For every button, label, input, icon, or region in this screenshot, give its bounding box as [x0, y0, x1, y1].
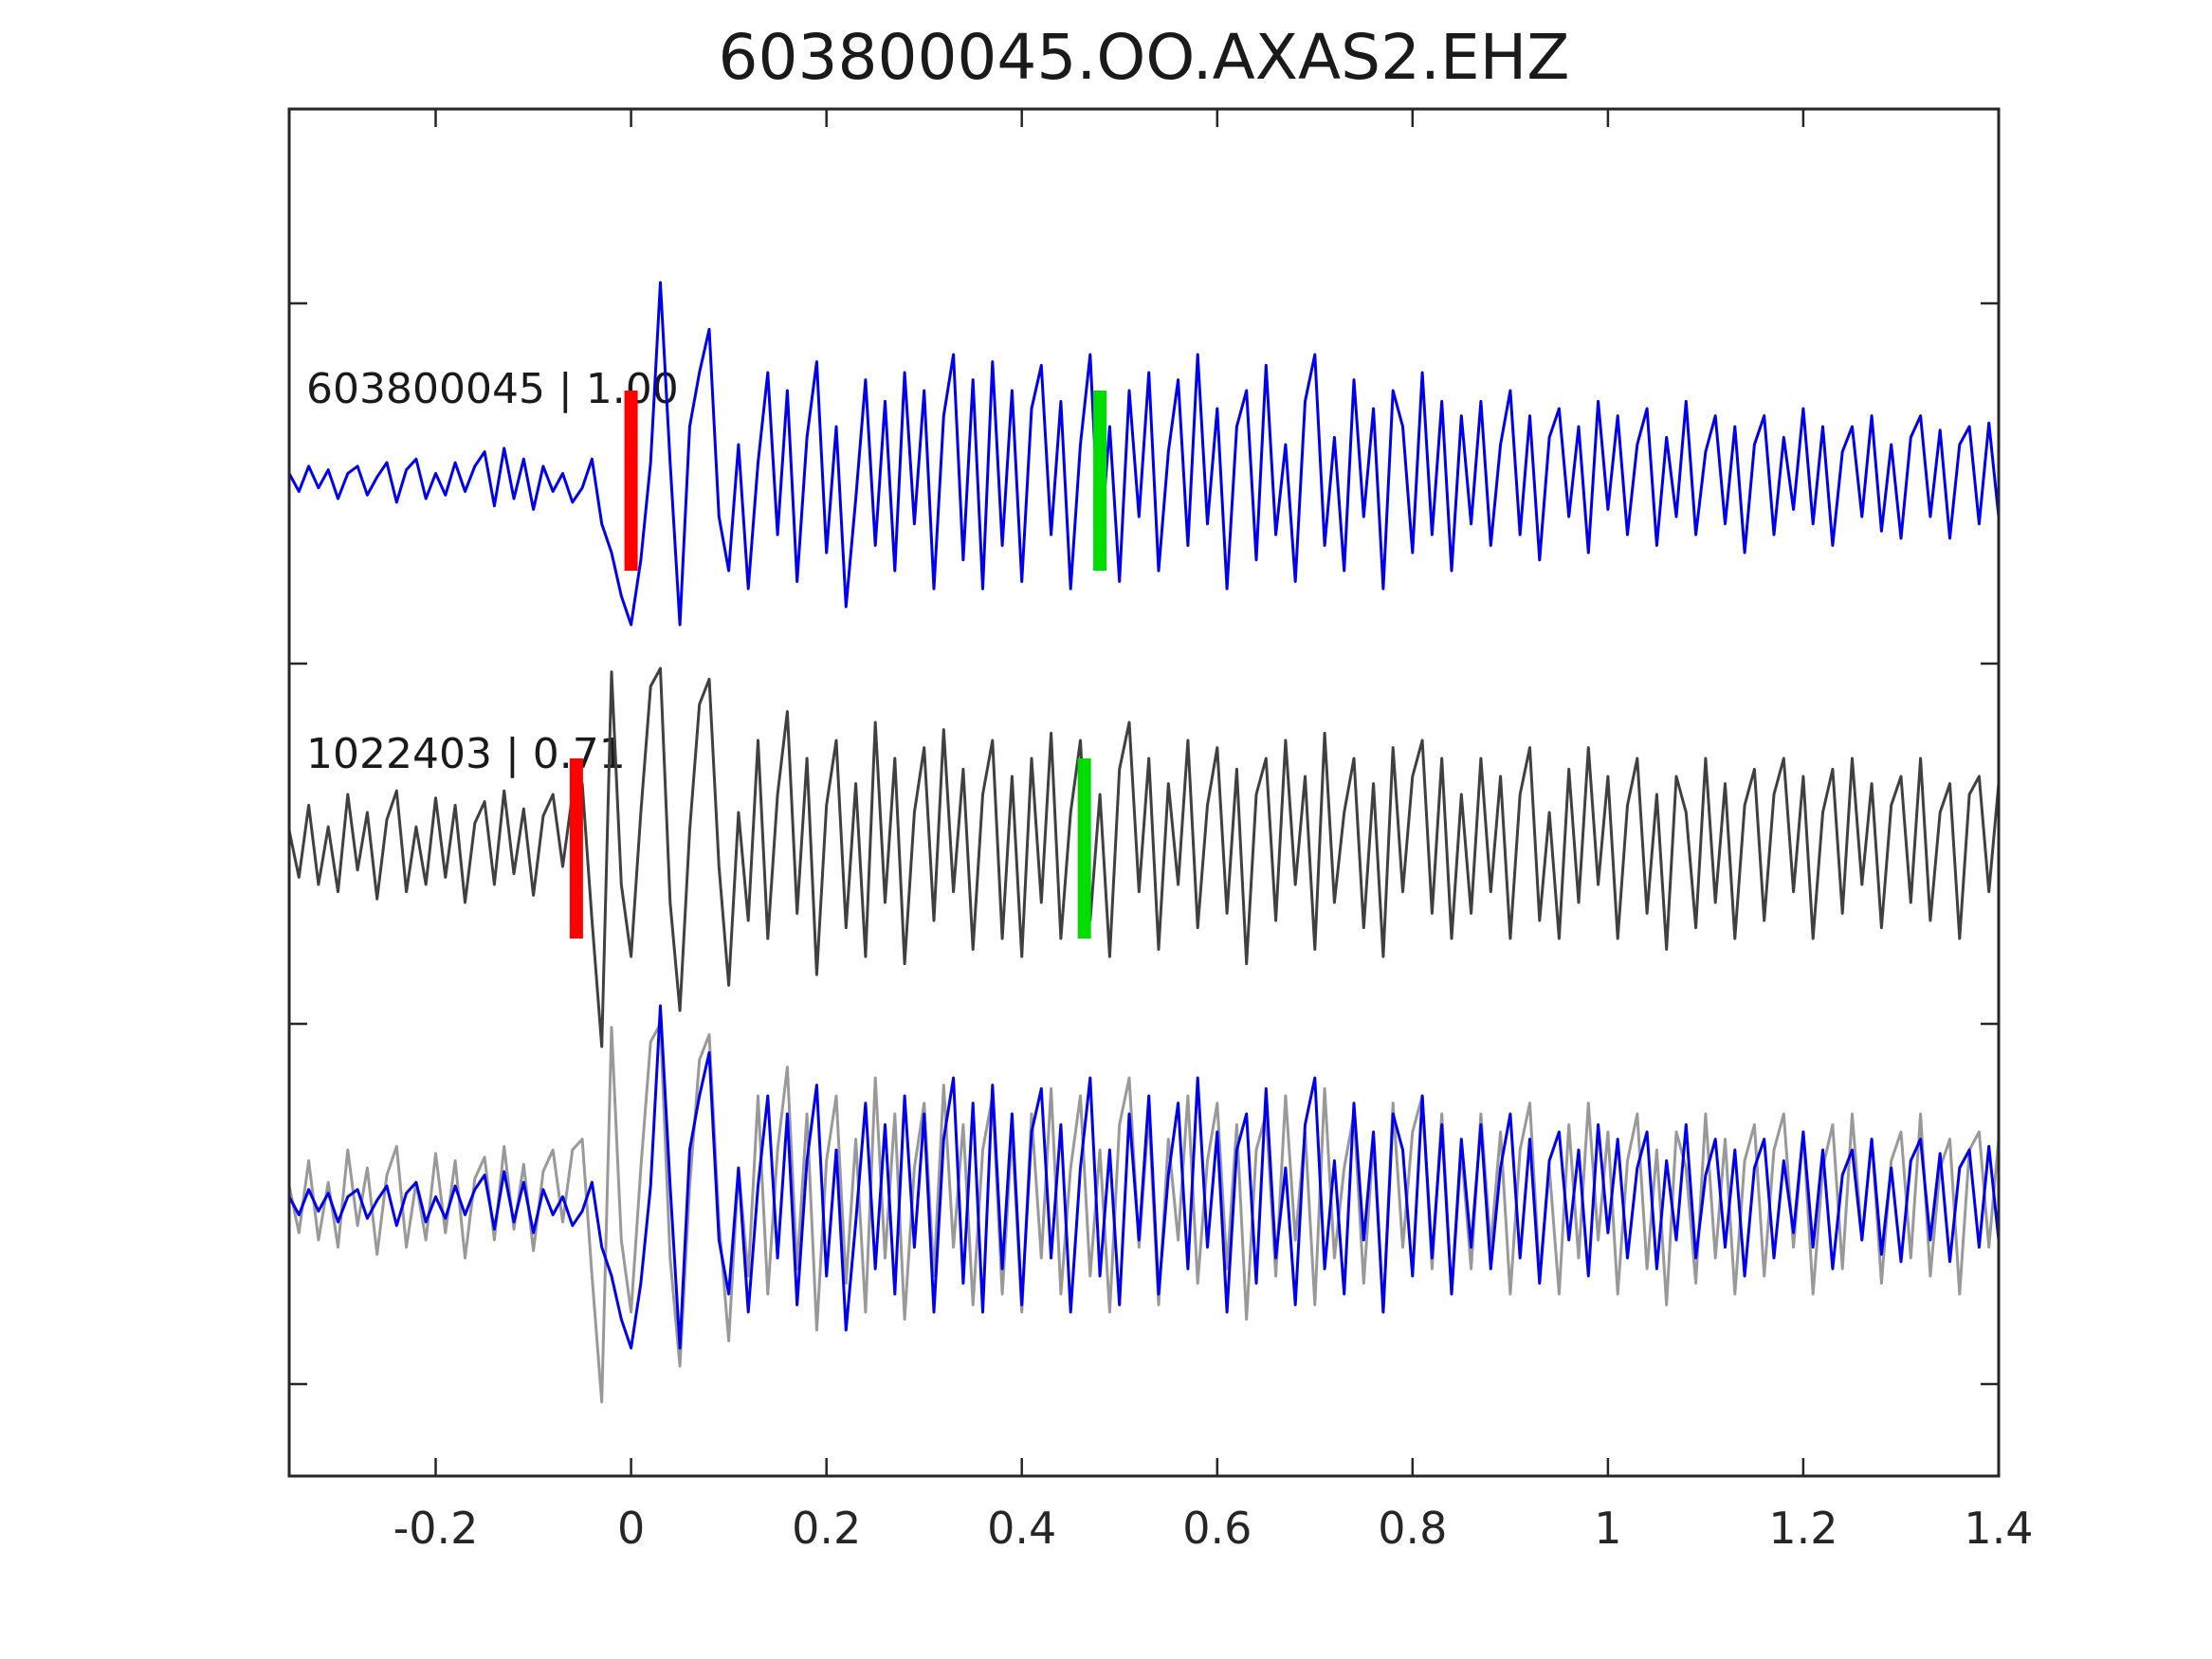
x-tick-label--0.2: -0.2: [393, 1503, 479, 1554]
x-tick-label-0.4: 0.4: [987, 1503, 1057, 1554]
x-tick-label-0.8: 0.8: [1378, 1503, 1448, 1554]
x-tick-label-0.6: 0.6: [1182, 1503, 1252, 1554]
trace-label-template: 603800045 | 1.00: [306, 365, 679, 413]
detection-waveform: [287, 666, 2001, 1048]
overlay-detection-waveform: [287, 1022, 2001, 1404]
plot-title: 603800045.OO.AXAS2.EHZ: [718, 21, 1570, 94]
overlay-template-waveform: [287, 1004, 2001, 1350]
green-window-marker-1022403: [1077, 758, 1091, 939]
red-pick-marker-603800045: [624, 391, 638, 571]
x-tick-label-1.4: 1.4: [1964, 1503, 2034, 1554]
axes-box: [287, 107, 2001, 1478]
template-waveform: [287, 281, 2001, 627]
green-window-marker-603800045: [1093, 391, 1107, 571]
x-tick-label-1.2: 1.2: [1768, 1503, 1838, 1554]
x-tick-label-0.2: 0.2: [792, 1503, 862, 1554]
x-tick-label-1: 1: [1594, 1503, 1622, 1554]
x-tick-label-0: 0: [616, 1503, 646, 1554]
red-pick-marker-1022403: [569, 758, 583, 939]
